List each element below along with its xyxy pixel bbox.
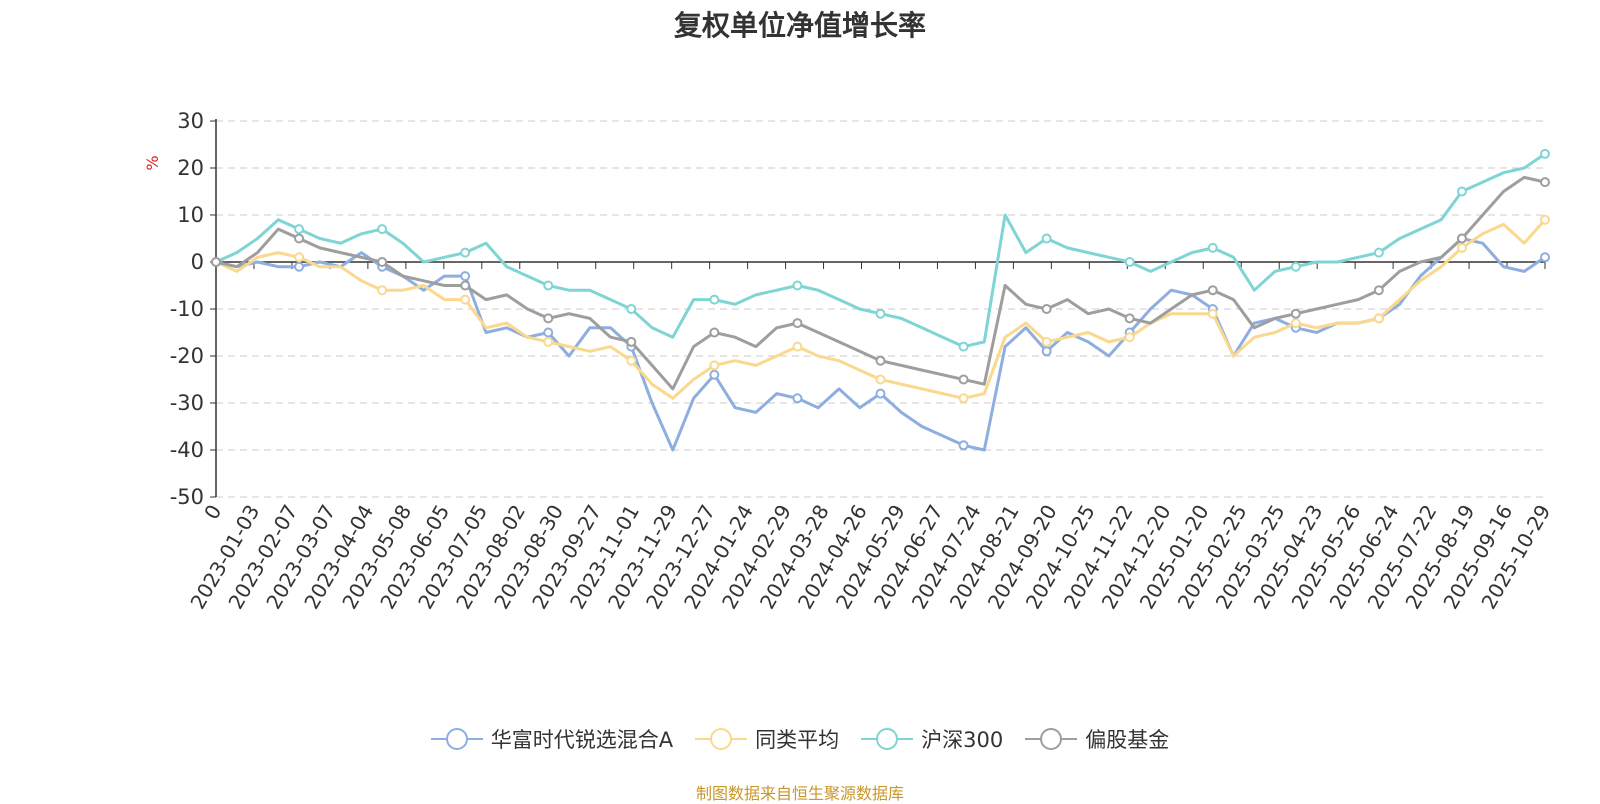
- series-marker: [1540, 214, 1550, 225]
- y-tick-label: -40: [170, 438, 204, 462]
- series-marker: [875, 388, 886, 399]
- legend-circle-icon: [430, 728, 483, 750]
- series-marker: [460, 247, 471, 258]
- legend-circle-icon: [861, 728, 914, 750]
- y-tick-label: -10: [170, 297, 204, 321]
- series-marker: [1041, 336, 1052, 347]
- series-marker: [294, 233, 305, 244]
- series-marker: [294, 252, 305, 263]
- series-marker: [294, 224, 305, 235]
- series-marker: [875, 374, 886, 385]
- y-tick-label: 10: [177, 203, 204, 227]
- line-chart: 3020100-10-20-30-40-50%02023-01-032023-0…: [143, 109, 1555, 613]
- series-marker: [377, 285, 388, 296]
- series-marker: [792, 318, 803, 329]
- series-marker: [1124, 332, 1135, 343]
- series-marker: [1041, 233, 1052, 244]
- series-marker: [294, 261, 305, 272]
- grid-lines: [216, 120, 1545, 498]
- chart-title: 复权单位净值增长率: [673, 9, 926, 42]
- series-marker: [626, 304, 637, 314]
- legend-label: 沪深300: [921, 728, 1004, 752]
- series-marker: [1041, 304, 1052, 314]
- series-marker: [1207, 308, 1218, 319]
- series-marker: [460, 271, 471, 282]
- series-marker: [709, 294, 720, 305]
- series-marker: [792, 280, 803, 291]
- series-marker: [1456, 186, 1467, 197]
- legend-circle-icon: [1025, 728, 1078, 750]
- x-tick-label: 0: [199, 501, 226, 524]
- series-marker: [709, 327, 720, 338]
- series-marker: [1124, 257, 1135, 267]
- series-marker: [211, 257, 221, 267]
- legend-item[interactable]: 偏股基金: [1025, 724, 1169, 754]
- series-marker: [1207, 285, 1218, 296]
- series-marker: [543, 280, 554, 291]
- series-marker: [1207, 242, 1218, 253]
- series-marker: [543, 336, 554, 347]
- legend-item[interactable]: 沪深300: [861, 724, 1003, 754]
- axes: 3020100-10-20-30-40-50%02023-01-032023-0…: [143, 109, 1555, 613]
- y-tick-label: 20: [177, 156, 204, 180]
- series-marker: [1124, 313, 1135, 324]
- series-marker: [792, 341, 803, 352]
- series-marker: [1456, 242, 1467, 253]
- series-marker: [1540, 252, 1550, 263]
- legend-label: 同类平均: [755, 728, 840, 752]
- series-marker: [543, 327, 554, 338]
- series-marker: [958, 341, 969, 352]
- series-marker: [792, 393, 803, 404]
- series-marker: [626, 355, 637, 366]
- series-marker: [1373, 285, 1384, 296]
- series-marker: [709, 360, 720, 371]
- legend-item[interactable]: 同类平均: [695, 724, 839, 754]
- series-marker: [875, 308, 886, 319]
- series-marker: [709, 369, 720, 380]
- series-marker: [1540, 148, 1550, 159]
- legend-label: 偏股基金: [1085, 728, 1170, 752]
- series-marker: [626, 336, 637, 347]
- series-marker: [543, 313, 554, 324]
- y-tick-label: -50: [170, 485, 204, 509]
- y-tick-label: 0: [191, 250, 204, 274]
- series-marker: [1290, 318, 1301, 329]
- series-marker: [1540, 177, 1550, 188]
- series-marker: [875, 355, 886, 366]
- series-marker: [1456, 233, 1467, 244]
- series-marker: [460, 280, 471, 291]
- series-marker: [1041, 346, 1052, 357]
- y-tick-label: 30: [177, 109, 204, 133]
- data-source-note: 制图数据来自恒生聚源数据库: [695, 784, 904, 803]
- series-marker: [377, 224, 388, 235]
- y-tick-label: -20: [170, 344, 204, 368]
- y-tick-label: -30: [170, 391, 204, 415]
- series-marker: [460, 294, 471, 305]
- series-marker: [377, 257, 388, 267]
- series-marker: [958, 393, 969, 404]
- legend: 华富时代锐选混合A 同类平均 沪深300 偏股基金: [0, 724, 1600, 754]
- series-marker: [1373, 313, 1384, 324]
- series-lines: [211, 148, 1550, 452]
- y-axis-label: %: [143, 155, 162, 170]
- series-marker: [1290, 308, 1301, 319]
- legend-circle-icon: [695, 728, 748, 750]
- legend-item[interactable]: 华富时代锐选混合A: [430, 724, 674, 754]
- series-marker: [1373, 247, 1384, 258]
- series-marker: [1290, 261, 1301, 272]
- legend-label: 华富时代锐选混合A: [490, 728, 674, 752]
- series-marker: [958, 440, 969, 451]
- series-marker: [958, 374, 969, 385]
- series-line-0: [215, 237, 1546, 452]
